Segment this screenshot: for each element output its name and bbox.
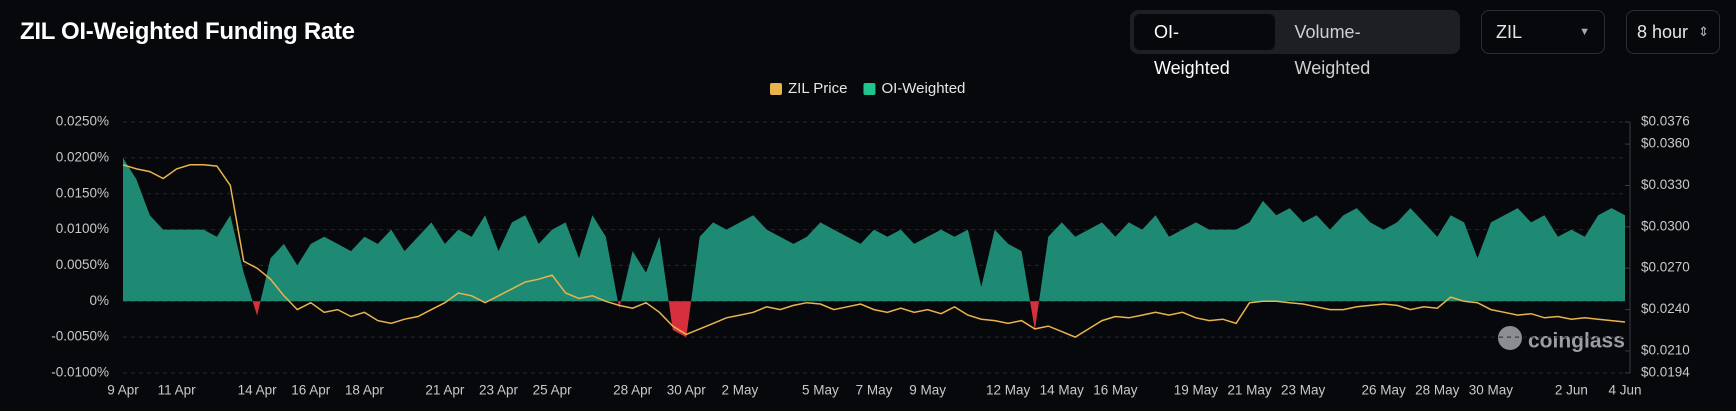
tab-group: OI-Weighted Volume-Weighted [1130, 10, 1460, 78]
tab[interactable]: Volume-Weighted [1294, 22, 1371, 78]
x-tick-label: 23 May [1281, 383, 1326, 398]
legend-label: ZIL Price [788, 80, 847, 97]
x-tick-label: 18 Apr [345, 383, 385, 398]
x-tick-label: 9 Apr [107, 383, 139, 398]
x-tick-label: 25 Apr [533, 383, 573, 398]
legend-label: OI-Weighted [881, 80, 965, 97]
x-tick-label: 9 May [909, 383, 946, 398]
x-tick-label: 28 May [1415, 383, 1460, 398]
x-tick-label: 26 May [1361, 383, 1406, 398]
watermark-icon [1498, 326, 1522, 350]
y2-tick-label: $0.0330 [1641, 177, 1690, 192]
legend-swatch [770, 83, 782, 95]
select-text: ZIL [1496, 22, 1523, 42]
x-tick-label: 23 Apr [479, 383, 519, 398]
legend-swatch [863, 83, 876, 95]
caret: ⇕ [1698, 24, 1709, 39]
y2-tick-label: $0.0240 [1641, 301, 1690, 316]
y2-tick-label: $0.0194 [1641, 365, 1690, 380]
y-tick-label: 0% [89, 293, 109, 308]
y2-tick-label: $0.0300 [1641, 218, 1690, 233]
y-tick-label: -0.0050% [51, 329, 109, 344]
x-tick-label: 21 May [1227, 383, 1272, 398]
x-tick-label: 21 Apr [425, 383, 465, 398]
y-tick-label: 0.0200% [56, 149, 109, 164]
x-tick-label: 5 May [802, 383, 839, 398]
y2-tick-label: $0.0270 [1641, 260, 1690, 275]
watermark: coinglass [1498, 326, 1625, 353]
x-tick-label: 16 Apr [291, 383, 331, 398]
x-tick-label: 7 May [856, 383, 893, 398]
x-tick-label: 30 Apr [667, 383, 707, 398]
area-positive [123, 157, 1625, 302]
x-tick-label: 28 Apr [613, 383, 653, 398]
caret: ▼ [1579, 26, 1590, 38]
y-tick-label: 0.0150% [56, 185, 109, 200]
title: ZIL OI-Weighted Funding Rate [20, 18, 355, 45]
y-tick-label: 0.0050% [56, 257, 109, 272]
x-tick-label: 14 May [1040, 383, 1085, 398]
watermark-text: coinglass [1528, 330, 1625, 353]
y2-tick-label: $0.0360 [1641, 136, 1690, 151]
x-tick-label: 16 May [1093, 383, 1138, 398]
x-tick-label: 12 May [986, 383, 1031, 398]
x-tick-label: 2 Jun [1555, 383, 1588, 398]
x-tick-label: 2 May [722, 383, 759, 398]
select-text: 8 hour [1637, 22, 1689, 42]
interval-select[interactable]: 8 hour ⇕ [1626, 10, 1720, 54]
x-tick-label: 11 Apr [158, 383, 197, 398]
price-line [122, 164, 1626, 338]
symbol-select[interactable]: ZIL ▼ [1481, 10, 1605, 54]
y2-tick-label: $0.0376 [1641, 114, 1690, 129]
x-tick-label: 30 May [1469, 383, 1514, 398]
y-tick-label: -0.0100% [51, 365, 109, 380]
x-tick-label: 19 May [1174, 383, 1219, 398]
y-tick-label: 0.0250% [56, 114, 109, 129]
y2-tick-label: $0.0210 [1641, 342, 1690, 357]
x-tick-label: 14 Apr [238, 383, 278, 398]
x-tick-label: 4 Jun [1608, 383, 1641, 398]
tab[interactable]: OI-Weighted [1134, 14, 1275, 78]
y-tick-label: 0.0100% [56, 221, 109, 236]
